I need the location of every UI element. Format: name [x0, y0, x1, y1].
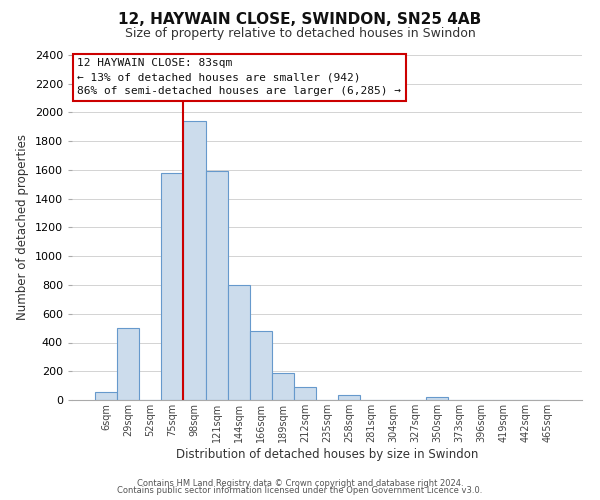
Text: 12 HAYWAIN CLOSE: 83sqm
← 13% of detached houses are smaller (942)
86% of semi-d: 12 HAYWAIN CLOSE: 83sqm ← 13% of detache… [77, 58, 401, 96]
Bar [206, 172, 227, 400]
Text: 12, HAYWAIN CLOSE, SWINDON, SN25 4AB: 12, HAYWAIN CLOSE, SWINDON, SN25 4AB [118, 12, 482, 28]
Bar [294, 387, 316, 400]
Text: Contains HM Land Registry data © Crown copyright and database right 2024.: Contains HM Land Registry data © Crown c… [137, 478, 463, 488]
Text: Contains public sector information licensed under the Open Government Licence v3: Contains public sector information licen… [118, 486, 482, 495]
Bar [272, 374, 294, 400]
X-axis label: Distribution of detached houses by size in Swindon: Distribution of detached houses by size … [176, 448, 478, 460]
Bar [95, 392, 117, 400]
Bar [227, 285, 250, 400]
Bar [338, 395, 360, 400]
Bar [117, 328, 139, 400]
Y-axis label: Number of detached properties: Number of detached properties [16, 134, 29, 320]
Bar [250, 331, 272, 400]
Bar [427, 397, 448, 400]
Text: Size of property relative to detached houses in Swindon: Size of property relative to detached ho… [125, 28, 475, 40]
Bar [161, 173, 184, 400]
Bar [184, 121, 206, 400]
